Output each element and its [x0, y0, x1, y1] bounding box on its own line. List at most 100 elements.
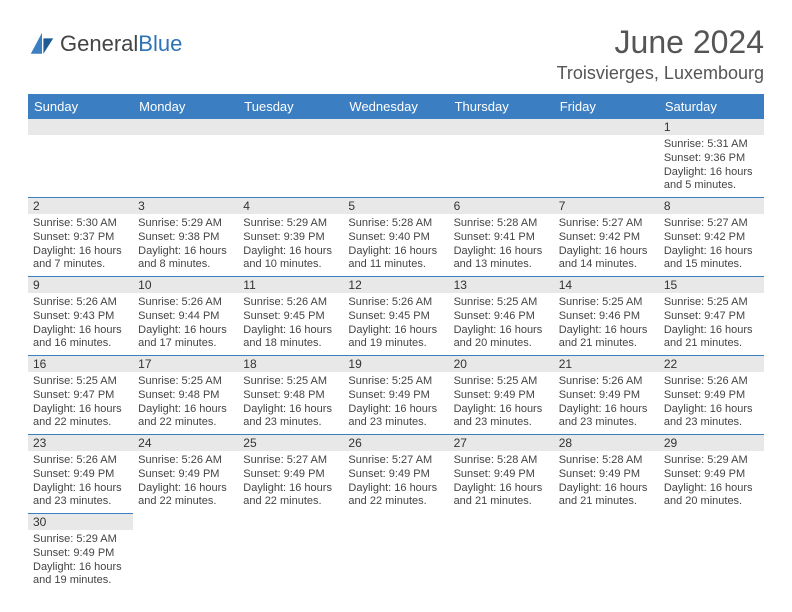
day-number: 8 [659, 197, 764, 214]
weekday-header: Friday [554, 94, 659, 119]
calendar-body: 1Sunrise: 5:31 AMSunset: 9:36 PMDaylight… [28, 119, 764, 592]
calendar-cell: 12Sunrise: 5:26 AMSunset: 9:45 PMDayligh… [343, 276, 448, 355]
header: GeneralBlue June 2024 Troisvierges, Luxe… [28, 24, 764, 84]
day-details: Sunrise: 5:26 AMSunset: 9:49 PMDaylight:… [28, 451, 133, 513]
daylight-line: Daylight: 16 hours and 21 minutes. [559, 324, 654, 352]
sunrise-line: Sunrise: 5:30 AM [33, 217, 128, 231]
calendar-cell: 16Sunrise: 5:25 AMSunset: 9:47 PMDayligh… [28, 355, 133, 434]
calendar-cell: 1Sunrise: 5:31 AMSunset: 9:36 PMDaylight… [659, 119, 764, 197]
daylight-line: Daylight: 16 hours and 22 minutes. [33, 403, 128, 431]
logo-sail-icon [28, 30, 56, 58]
day-details: Sunrise: 5:27 AMSunset: 9:49 PMDaylight:… [238, 451, 343, 513]
day-details: Sunrise: 5:28 AMSunset: 9:41 PMDaylight:… [449, 214, 554, 276]
empty-day-number [133, 119, 238, 135]
sunrise-line: Sunrise: 5:28 AM [559, 454, 654, 468]
logo-text: GeneralBlue [60, 31, 182, 57]
sunrise-line: Sunrise: 5:28 AM [348, 217, 443, 231]
day-details: Sunrise: 5:25 AMSunset: 9:47 PMDaylight:… [28, 372, 133, 434]
calendar-cell: 30Sunrise: 5:29 AMSunset: 9:49 PMDayligh… [28, 513, 133, 592]
sunrise-line: Sunrise: 5:31 AM [664, 138, 759, 152]
day-number: 6 [449, 197, 554, 214]
weekday-header: Saturday [659, 94, 764, 119]
sunset-line: Sunset: 9:47 PM [664, 310, 759, 324]
sunset-line: Sunset: 9:49 PM [664, 389, 759, 403]
day-details: Sunrise: 5:26 AMSunset: 9:49 PMDaylight:… [659, 372, 764, 434]
daylight-line: Daylight: 16 hours and 13 minutes. [454, 245, 549, 273]
daylight-line: Daylight: 16 hours and 17 minutes. [138, 324, 233, 352]
daylight-line: Daylight: 16 hours and 11 minutes. [348, 245, 443, 273]
empty-day-number [28, 119, 133, 135]
day-number: 25 [238, 434, 343, 451]
calendar-cell: 7Sunrise: 5:27 AMSunset: 9:42 PMDaylight… [554, 197, 659, 276]
calendar-cell [343, 119, 448, 197]
day-number: 2 [28, 197, 133, 214]
daylight-line: Daylight: 16 hours and 8 minutes. [138, 245, 233, 273]
empty-day-number [343, 119, 448, 135]
sunrise-line: Sunrise: 5:26 AM [348, 296, 443, 310]
daylight-line: Daylight: 16 hours and 14 minutes. [559, 245, 654, 273]
sunset-line: Sunset: 9:45 PM [348, 310, 443, 324]
sunrise-line: Sunrise: 5:26 AM [664, 375, 759, 389]
weekday-row: SundayMondayTuesdayWednesdayThursdayFrid… [28, 94, 764, 119]
calendar-cell: 20Sunrise: 5:25 AMSunset: 9:49 PMDayligh… [449, 355, 554, 434]
calendar-week: 2Sunrise: 5:30 AMSunset: 9:37 PMDaylight… [28, 197, 764, 276]
sunset-line: Sunset: 9:49 PM [559, 468, 654, 482]
calendar-cell: 28Sunrise: 5:28 AMSunset: 9:49 PMDayligh… [554, 434, 659, 513]
calendar-cell: 2Sunrise: 5:30 AMSunset: 9:37 PMDaylight… [28, 197, 133, 276]
day-details: Sunrise: 5:28 AMSunset: 9:49 PMDaylight:… [554, 451, 659, 513]
daylight-line: Daylight: 16 hours and 19 minutes. [33, 561, 128, 589]
day-number: 21 [554, 355, 659, 372]
daylight-line: Daylight: 16 hours and 23 minutes. [454, 403, 549, 431]
logo: GeneralBlue [28, 30, 182, 58]
calendar-table: SundayMondayTuesdayWednesdayThursdayFrid… [28, 94, 764, 592]
day-number: 7 [554, 197, 659, 214]
calendar-cell [238, 513, 343, 592]
calendar-cell: 18Sunrise: 5:25 AMSunset: 9:48 PMDayligh… [238, 355, 343, 434]
calendar-cell: 21Sunrise: 5:26 AMSunset: 9:49 PMDayligh… [554, 355, 659, 434]
calendar-cell: 9Sunrise: 5:26 AMSunset: 9:43 PMDaylight… [28, 276, 133, 355]
day-number: 10 [133, 276, 238, 293]
sunset-line: Sunset: 9:49 PM [348, 468, 443, 482]
day-details: Sunrise: 5:25 AMSunset: 9:48 PMDaylight:… [133, 372, 238, 434]
calendar-cell: 22Sunrise: 5:26 AMSunset: 9:49 PMDayligh… [659, 355, 764, 434]
calendar-week: 23Sunrise: 5:26 AMSunset: 9:49 PMDayligh… [28, 434, 764, 513]
calendar-cell: 14Sunrise: 5:25 AMSunset: 9:46 PMDayligh… [554, 276, 659, 355]
day-details: Sunrise: 5:27 AMSunset: 9:42 PMDaylight:… [554, 214, 659, 276]
day-number: 24 [133, 434, 238, 451]
daylight-line: Daylight: 16 hours and 22 minutes. [243, 482, 338, 510]
day-details: Sunrise: 5:26 AMSunset: 9:45 PMDaylight:… [238, 293, 343, 355]
daylight-line: Daylight: 16 hours and 23 minutes. [33, 482, 128, 510]
sunset-line: Sunset: 9:48 PM [138, 389, 233, 403]
calendar-cell: 24Sunrise: 5:26 AMSunset: 9:49 PMDayligh… [133, 434, 238, 513]
sunrise-line: Sunrise: 5:25 AM [454, 375, 549, 389]
calendar-cell [554, 513, 659, 592]
weekday-header: Sunday [28, 94, 133, 119]
day-details: Sunrise: 5:31 AMSunset: 9:36 PMDaylight:… [659, 135, 764, 197]
location: Troisvierges, Luxembourg [557, 63, 764, 84]
day-number: 17 [133, 355, 238, 372]
calendar-week: 30Sunrise: 5:29 AMSunset: 9:49 PMDayligh… [28, 513, 764, 592]
day-number: 29 [659, 434, 764, 451]
day-number: 23 [28, 434, 133, 451]
daylight-line: Daylight: 16 hours and 19 minutes. [348, 324, 443, 352]
sunrise-line: Sunrise: 5:26 AM [243, 296, 338, 310]
calendar-cell: 23Sunrise: 5:26 AMSunset: 9:49 PMDayligh… [28, 434, 133, 513]
sunrise-line: Sunrise: 5:25 AM [559, 296, 654, 310]
day-details: Sunrise: 5:29 AMSunset: 9:49 PMDaylight:… [659, 451, 764, 513]
day-details: Sunrise: 5:27 AMSunset: 9:49 PMDaylight:… [343, 451, 448, 513]
sunrise-line: Sunrise: 5:29 AM [138, 217, 233, 231]
daylight-line: Daylight: 16 hours and 20 minutes. [664, 482, 759, 510]
day-number: 14 [554, 276, 659, 293]
logo-text-a: General [60, 31, 138, 56]
day-number: 13 [449, 276, 554, 293]
sunrise-line: Sunrise: 5:25 AM [348, 375, 443, 389]
sunset-line: Sunset: 9:40 PM [348, 231, 443, 245]
calendar-week: 16Sunrise: 5:25 AMSunset: 9:47 PMDayligh… [28, 355, 764, 434]
sunset-line: Sunset: 9:49 PM [454, 468, 549, 482]
day-number: 4 [238, 197, 343, 214]
sunrise-line: Sunrise: 5:25 AM [33, 375, 128, 389]
sunrise-line: Sunrise: 5:29 AM [33, 533, 128, 547]
sunrise-line: Sunrise: 5:29 AM [243, 217, 338, 231]
day-details: Sunrise: 5:28 AMSunset: 9:49 PMDaylight:… [449, 451, 554, 513]
daylight-line: Daylight: 16 hours and 22 minutes. [348, 482, 443, 510]
